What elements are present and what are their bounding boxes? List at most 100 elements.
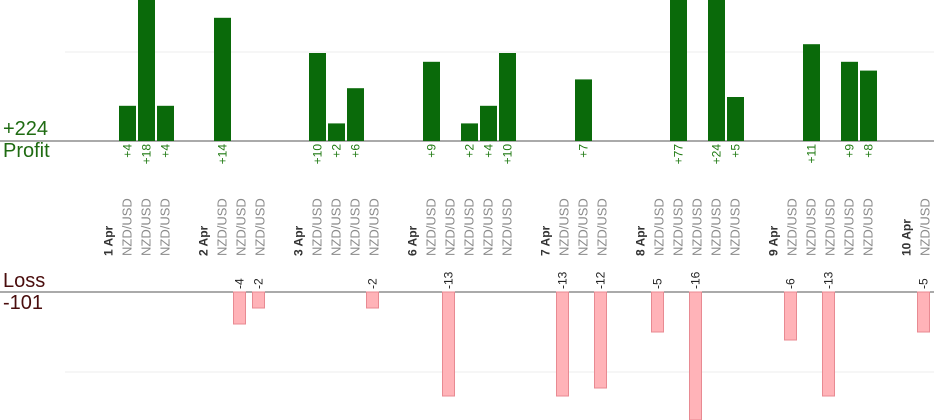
loss-summary: Loss -101 <box>3 270 45 314</box>
loss-bar <box>784 291 797 341</box>
category-label: NZD/USD <box>462 198 477 256</box>
profit-value-label: +77 <box>672 144 686 165</box>
loss-bar <box>442 291 455 397</box>
profit-value-label: +9 <box>425 144 439 158</box>
profit-value-label: +6 <box>349 144 363 158</box>
date-label: 8 Apr <box>634 225 648 256</box>
category-label: NZD/USD <box>595 198 610 256</box>
loss-value-label: -12 <box>594 271 608 289</box>
date-label: 1 Apr <box>102 225 116 256</box>
profit-value-label: +11 <box>805 144 819 164</box>
profit-bar <box>119 105 136 141</box>
profit-bar <box>214 17 231 141</box>
category-label: NZD/USD <box>120 198 135 256</box>
profit-bar <box>347 88 364 141</box>
category-label: NZD/USD <box>557 198 572 256</box>
profit-value-label: +4 <box>159 144 173 158</box>
loss-value-label: -13 <box>822 271 836 289</box>
profit-bar <box>157 105 174 141</box>
profit-value-label: +4 <box>482 144 496 158</box>
profit-bar <box>138 0 155 141</box>
profit-bar <box>727 97 744 141</box>
profit-value-label: +2 <box>463 144 477 158</box>
profit-total: +224 <box>3 118 49 140</box>
loss-bar <box>252 291 265 309</box>
date-label: 7 Apr <box>539 225 553 256</box>
loss-value-label: -4 <box>233 278 247 289</box>
loss-bar <box>651 291 664 333</box>
loss-bar <box>689 291 702 420</box>
profit-bar <box>575 79 592 141</box>
date-label: 3 Apr <box>292 225 306 256</box>
profit-value-label: +4 <box>121 144 135 158</box>
profit-bar <box>841 61 858 141</box>
profit-label: Profit <box>3 140 50 162</box>
loss-bar <box>366 291 379 309</box>
category-label: NZD/USD <box>348 198 363 256</box>
profit-bar <box>670 0 687 141</box>
profit-value-label: +9 <box>843 144 857 158</box>
profit-value-label: +18 <box>140 144 154 165</box>
profit-value-label: +2 <box>330 144 344 158</box>
category-label: NZD/USD <box>329 198 344 256</box>
loss-bar <box>822 291 835 397</box>
category-label: NZD/USD <box>158 198 173 256</box>
loss-value-label: -5 <box>651 278 665 289</box>
loss-value-label: -6 <box>784 278 798 289</box>
profit-bar <box>309 53 326 141</box>
profit-bar <box>803 44 820 142</box>
category-label: NZD/USD <box>367 198 382 256</box>
profit-bar <box>499 53 516 141</box>
category-label: NZD/USD <box>709 198 724 256</box>
category-label: NZD/USD <box>728 198 743 256</box>
category-label: NZD/USD <box>671 198 686 256</box>
profit-summary: +224 Profit <box>3 118 50 162</box>
profit-value-label: +10 <box>311 144 325 165</box>
profit-bar <box>480 105 497 141</box>
category-label: NZD/USD <box>253 198 268 256</box>
category-label: NZD/USD <box>500 198 515 256</box>
category-label: NZD/USD <box>861 198 876 256</box>
loss-bar <box>917 291 930 333</box>
profit-bar <box>423 61 440 141</box>
category-label: NZD/USD <box>443 198 458 256</box>
category-label: NZD/USD <box>690 198 705 256</box>
category-label: NZD/USD <box>215 198 230 256</box>
loss-label: Loss <box>3 270 46 292</box>
category-label: NZD/USD <box>481 198 496 256</box>
category-label: NZD/USD <box>823 198 838 256</box>
loss-bar <box>594 291 607 389</box>
category-label: NZD/USD <box>652 198 667 256</box>
category-label: NZD/USD <box>139 198 154 256</box>
profit-bar <box>328 123 345 141</box>
profit-value-label: +14 <box>216 144 230 165</box>
profit-value-label: +10 <box>501 144 515 165</box>
date-label: 2 Apr <box>197 225 211 256</box>
loss-value-label: -2 <box>252 278 266 289</box>
category-label: NZD/USD <box>310 198 325 256</box>
loss-value-label: -13 <box>556 271 570 289</box>
profit-value-label: +5 <box>729 144 743 158</box>
loss-bar <box>233 291 246 325</box>
profit-value-label: +8 <box>862 144 876 158</box>
profit-bar <box>461 123 478 141</box>
category-label: NZD/USD <box>842 198 857 256</box>
loss-value-label: -13 <box>442 271 456 289</box>
loss-value-label: -16 <box>689 271 703 289</box>
profit-bar <box>708 0 725 141</box>
profit-bar <box>860 70 877 141</box>
category-label: NZD/USD <box>785 198 800 256</box>
date-label: 9 Apr <box>767 225 781 256</box>
loss-value-label: -5 <box>917 278 931 289</box>
profit-value-label: +24 <box>710 144 724 165</box>
category-label: NZD/USD <box>918 198 933 256</box>
loss-value-label: -2 <box>366 278 380 289</box>
category-label: NZD/USD <box>804 198 819 256</box>
loss-total: -101 <box>3 292 44 314</box>
loss-bar <box>556 291 569 397</box>
date-label: 6 Apr <box>406 225 420 256</box>
category-label: NZD/USD <box>576 198 591 256</box>
date-label: 10 Apr <box>900 219 914 256</box>
profit-value-label: +7 <box>577 144 591 158</box>
